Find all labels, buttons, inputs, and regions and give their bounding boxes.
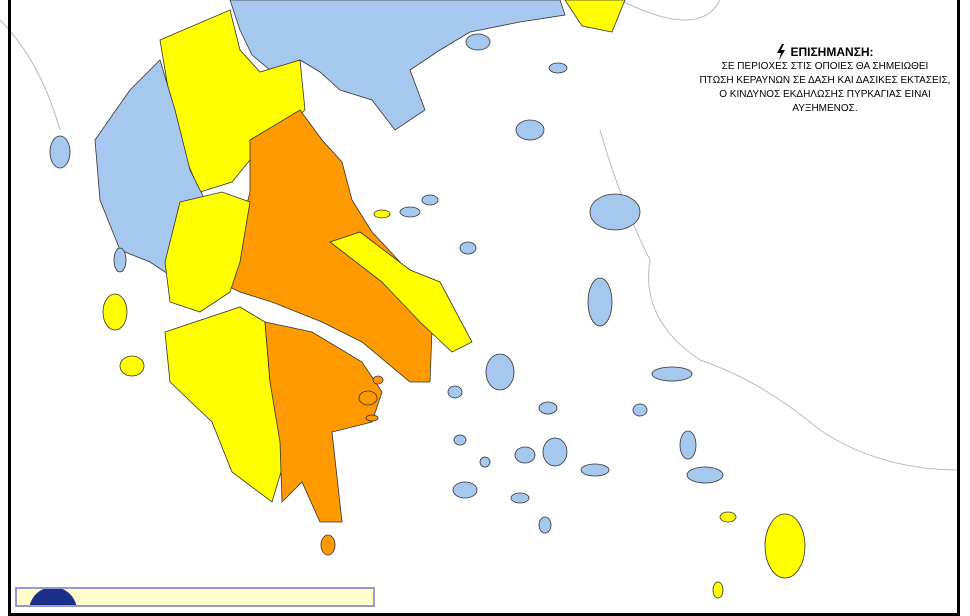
islands-orange <box>320 375 384 556</box>
region-northeast-yellow <box>564 0 626 33</box>
region-euboea-yellow <box>329 231 473 353</box>
civil-protection-logo <box>29 589 77 605</box>
notice-box: ΕΠΙΣΗΜΑΝΣΗ: ΣΕ ΠΕΡΙΟΧΕΣ ΣΤΙΣ ΟΠΟΙΕΣ ΘΑ Σ… <box>690 44 960 116</box>
fire-risk-map <box>0 0 961 599</box>
region-peloponnese-east-orange <box>264 321 383 523</box>
notice-line: ΠΤΩΣΗ ΚΕΡΑΥΝΩΝ ΣΕ ΔΑΣΗ ΚΑΙ ΔΑΣΙΚΕΣ ΕΚΤΑΣ… <box>699 75 951 86</box>
lightning-icon <box>777 44 786 60</box>
islands-yellow <box>102 209 806 599</box>
legend-box <box>15 587 375 607</box>
notice-line: ΣΕ ΠΕΡΙΟΧΕΣ ΣΤΙΣ ΟΠΟΙΕΣ ΘΑ ΣΗΜΕΙΩΘΕΙ <box>721 61 929 72</box>
notice-line: Ο ΚΙΝΔΥΝΟΣ ΕΚΔΗΛΩΣΗΣ ΠΥΡΚΑΓΙΑΣ ΕΙΝΑΙ ΑΥΞ… <box>719 89 931 114</box>
notice-title-text: ΕΠΙΣΗΜΑΝΣΗ: <box>790 45 874 59</box>
islands-blue <box>49 33 724 534</box>
notice-title: ΕΠΙΣΗΜΑΝΣΗ: <box>690 44 960 60</box>
region-western-greece-yellow <box>164 191 251 313</box>
region-north-blue <box>229 0 566 131</box>
